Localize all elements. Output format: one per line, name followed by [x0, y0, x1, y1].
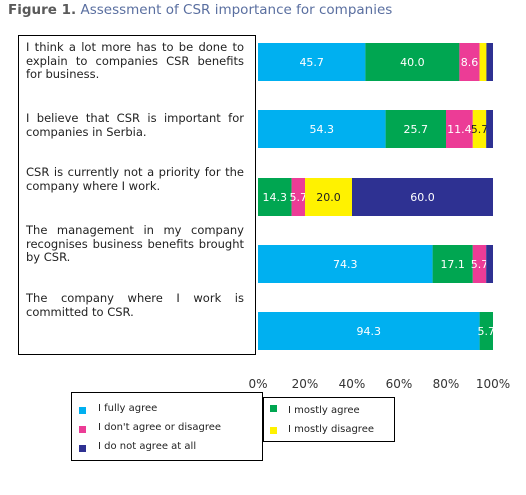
data-label: 5.7: [290, 191, 308, 204]
bar-segment: [365, 43, 460, 81]
bar-segment: [258, 245, 433, 283]
bar-segment: [459, 43, 480, 81]
legend-label: I don't agree or disagree: [98, 422, 222, 433]
legend-label: I do not agree at all: [98, 441, 197, 452]
x-tick-label: 80%: [433, 377, 460, 391]
x-tick-label: 20%: [292, 377, 319, 391]
data-label: 94.3: [357, 325, 382, 338]
x-tick-label: 0%: [248, 377, 267, 391]
bar-segment: [258, 110, 386, 148]
legend-label: I mostly disagree: [288, 424, 375, 435]
bar-segment: [472, 245, 487, 283]
category-label: The management in my company recognises …: [26, 223, 244, 264]
bar-segment: [258, 43, 366, 81]
data-label: 8.6: [461, 56, 479, 69]
category-label: CSR is currently not a priority for the …: [26, 165, 244, 193]
data-label: 5.7: [471, 123, 489, 136]
figure-title-text: Assessment of CSR importance for compani…: [80, 2, 393, 18]
legend-swatch: [270, 427, 277, 434]
legend-right: I mostly agree I mostly disagree: [263, 397, 395, 442]
data-label: 45.7: [299, 56, 324, 69]
legend-swatch: [79, 407, 86, 414]
bar-segment: [385, 110, 446, 148]
data-label: 60.0: [410, 191, 435, 204]
data-label: 11.4: [447, 123, 472, 136]
x-tick-label: 100%: [476, 377, 510, 391]
bar-segment: [472, 110, 487, 148]
bar-segment: [486, 43, 493, 81]
figure-label: Figure 1.: [8, 2, 77, 18]
data-label: 40.0: [400, 56, 425, 69]
bar-segment: [479, 43, 487, 81]
legend-label: I mostly agree: [288, 405, 360, 416]
data-label: 5.7: [471, 258, 489, 271]
data-label: 17.1: [440, 258, 465, 271]
bar-segment: [446, 110, 473, 148]
data-label: 14.3: [263, 191, 288, 204]
x-tick-label: 60%: [386, 377, 413, 391]
bar-segment: [305, 178, 352, 216]
bar-segment: [258, 178, 292, 216]
data-label: 25.7: [404, 123, 429, 136]
legend-swatch: [79, 445, 86, 452]
legend-swatch: [79, 426, 86, 433]
bar-segment: [352, 178, 493, 216]
legend-swatch: [270, 405, 277, 412]
bar-segment: [479, 312, 493, 350]
bar-segment: [258, 312, 480, 350]
x-tick-label: 40%: [339, 377, 366, 391]
category-label: I think a lot more has to be done to exp…: [26, 40, 244, 81]
bar-segment: [432, 245, 473, 283]
data-label: 74.3: [333, 258, 358, 271]
category-label: I believe that CSR is important for comp…: [26, 111, 244, 139]
bar-segment: [291, 178, 305, 216]
category-label-box: I think a lot more has to be done to exp…: [18, 35, 256, 355]
data-label: 54.3: [310, 123, 335, 136]
bar-segment: [486, 110, 493, 148]
bar-segment: [486, 245, 493, 283]
category-label: The company where I work is committed to…: [26, 291, 244, 319]
data-label: 20.0: [316, 191, 341, 204]
figure-title: Figure 1. Assessment of CSR importance f…: [8, 2, 392, 18]
legend-label: I fully agree: [98, 403, 158, 414]
legend-left: I fully agree I don't agree or disagree …: [71, 392, 263, 461]
data-label: 5.7: [478, 325, 496, 338]
